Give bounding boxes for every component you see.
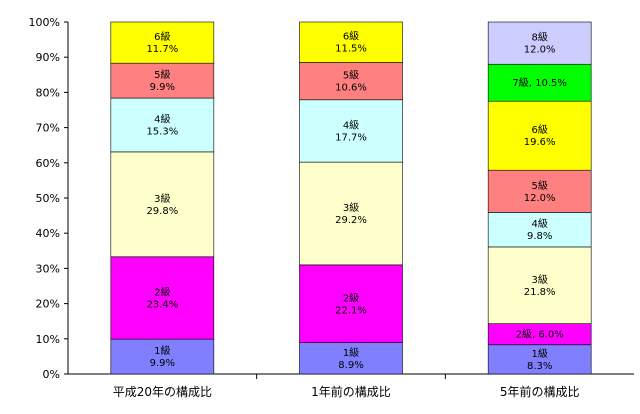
data-label: 6級: [531, 123, 547, 136]
bar-segment: [487, 212, 592, 248]
data-label: 1級: [531, 347, 547, 360]
bar-segment: [487, 344, 592, 375]
data-label: 8級: [531, 31, 547, 44]
data-label: 19.6%: [524, 137, 556, 148]
data-label: 5級: [531, 179, 547, 192]
data-label: 29.8%: [146, 206, 178, 217]
bar-segment: [487, 63, 592, 102]
x-category-label: 1年前の構成比: [311, 384, 391, 399]
data-label: 15.3%: [146, 126, 178, 137]
bar-segment: [110, 338, 215, 375]
bar-segment: [110, 256, 215, 340]
data-label: 2級: [343, 291, 359, 304]
data-label: 2級: [154, 285, 170, 298]
data-label: 29.2%: [335, 215, 367, 226]
y-tick-label: 60%: [36, 157, 60, 170]
y-tick-label: 10%: [36, 333, 60, 346]
data-label: 4級: [154, 112, 170, 125]
data-label: 3級: [154, 192, 170, 205]
data-label: 4級: [531, 217, 547, 230]
data-label: 6級: [154, 30, 170, 43]
data-label: 11.7%: [146, 44, 178, 55]
data-label: 10.6%: [335, 83, 367, 94]
bar-segment: [487, 21, 592, 65]
y-tick-label: 80%: [36, 86, 60, 99]
bar-segment: [110, 151, 215, 258]
data-label: 23.4%: [146, 299, 178, 310]
bar-segment: [110, 97, 215, 153]
data-label: 4級: [343, 118, 359, 131]
y-tick-label: 100%: [29, 16, 60, 29]
bar-segment: [487, 100, 592, 171]
bar-segment: [487, 169, 592, 213]
data-label: 3級: [343, 201, 359, 214]
bar-segment: [487, 246, 592, 324]
data-label: 12.0%: [524, 193, 556, 204]
y-tick-label: 70%: [36, 122, 60, 135]
data-label: 6級: [343, 30, 359, 43]
y-tick-label: 40%: [36, 227, 60, 240]
data-label: 8.9%: [338, 360, 363, 371]
data-label: 9.9%: [150, 358, 175, 369]
bar-segment: [299, 21, 403, 63]
bar-segment: [110, 21, 215, 64]
bar-segment: [299, 62, 403, 101]
data-label: 5級: [154, 68, 170, 81]
x-category-label: 5年前の構成比: [500, 384, 580, 399]
y-tick-label: 20%: [36, 298, 60, 311]
y-tick-label: 30%: [36, 262, 60, 275]
data-label: 9.8%: [527, 231, 552, 242]
y-tick-label: 0%: [43, 368, 60, 381]
data-label: 5級: [343, 69, 359, 82]
bar-segment: [110, 62, 215, 99]
data-label: 9.9%: [150, 82, 175, 93]
data-label: 2級, 6.0%: [516, 328, 564, 341]
data-label: 21.8%: [524, 287, 556, 298]
data-label: 22.1%: [335, 305, 367, 316]
y-tick-label: 50%: [36, 192, 60, 205]
bar-segment: [299, 264, 403, 343]
data-label: 7級, 10.5%: [512, 76, 567, 89]
data-label: 1級: [343, 346, 359, 359]
y-tick-label: 90%: [36, 51, 60, 64]
x-category-label: 平成20年の構成比: [113, 385, 212, 399]
data-label: 1級: [154, 344, 170, 357]
data-label: 11.5%: [335, 44, 367, 55]
data-label: 17.7%: [335, 132, 367, 143]
bar-segment: [299, 99, 403, 163]
data-label: 8.3%: [527, 361, 552, 372]
data-label: 3級: [531, 273, 547, 286]
data-label: 12.0%: [524, 45, 556, 56]
bar-segment: [299, 161, 403, 266]
